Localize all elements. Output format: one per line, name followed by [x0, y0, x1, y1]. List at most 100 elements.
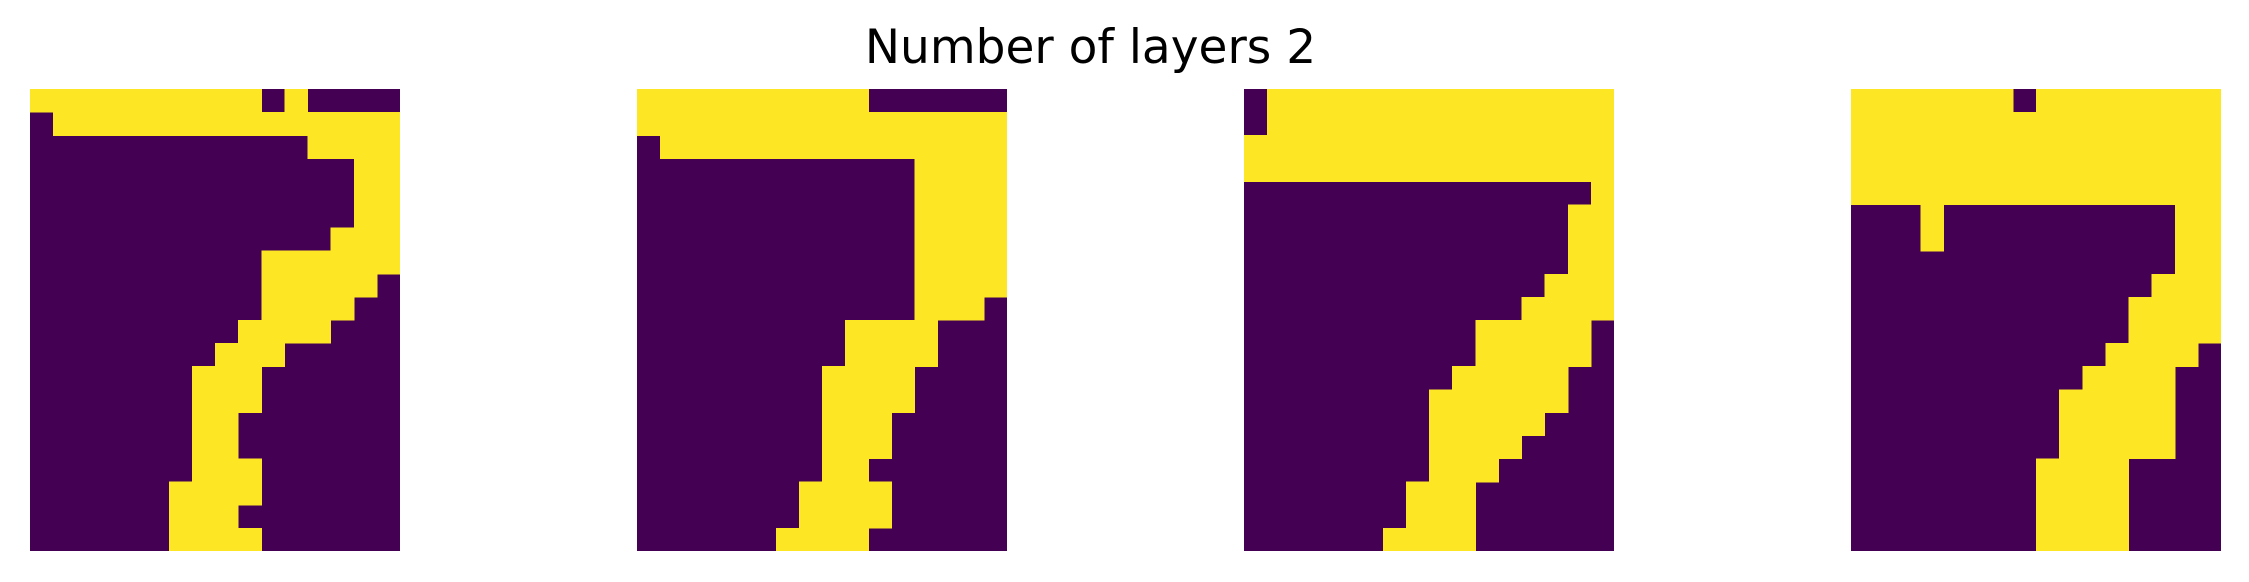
heatmap-cell	[2128, 158, 2153, 182]
heatmap-cell	[775, 527, 800, 551]
heatmap-cell	[2174, 89, 2199, 113]
heatmap-cell	[2105, 158, 2130, 182]
heatmap-cell	[937, 112, 962, 136]
heatmap-cell	[284, 89, 309, 113]
heatmap-cell	[775, 135, 800, 159]
heatmap-cell	[798, 527, 823, 551]
heatmap-cell	[2082, 158, 2106, 182]
heatmap-cell	[1943, 181, 1968, 206]
heatmap-cell	[1989, 158, 2014, 182]
heatmap-cell	[1966, 158, 1991, 182]
heatmap-cell	[2082, 481, 2106, 506]
heatmap-cell	[261, 273, 285, 298]
heatmap-cell	[2105, 435, 2130, 460]
heatmap-cell	[845, 320, 869, 344]
heatmap-cell	[1429, 158, 1453, 182]
heatmap-cell	[376, 181, 400, 206]
heatmap-cell	[683, 89, 707, 113]
heatmap-cell	[1590, 181, 1614, 206]
heatmap-cell	[261, 320, 285, 344]
heatmap-cell	[2082, 389, 2106, 413]
heatmap-cell	[1429, 89, 1453, 113]
heatmap-cell	[706, 135, 731, 159]
heatmap-cell	[2082, 458, 2106, 483]
heatmap-cell	[1336, 112, 1361, 136]
figure-title: Number of layers 2	[864, 20, 1317, 75]
heatmap-cell	[983, 135, 1007, 159]
heatmap-cell	[53, 112, 77, 136]
heatmap-cell	[937, 204, 962, 229]
heatmap-cell	[914, 135, 939, 159]
heatmap-cell	[2174, 204, 2199, 229]
heatmap-cell	[937, 227, 962, 252]
heatmap-cell	[1452, 366, 1476, 390]
heatmap-cell	[1498, 112, 1523, 136]
heatmap-cell	[1567, 227, 1592, 252]
heatmap-cell	[1382, 112, 1407, 136]
heatmap-cell	[2197, 296, 2221, 321]
heatmap-cell	[2105, 343, 2130, 367]
heatmap-cell	[2105, 135, 2130, 159]
heatmap-cell	[822, 89, 846, 113]
heatmap-cell	[937, 250, 962, 275]
heatmap-cell	[1544, 296, 1569, 321]
heatmap-cell	[1943, 158, 1968, 182]
heatmap-cell	[1567, 273, 1592, 298]
heatmap-cell	[2197, 158, 2221, 182]
heatmap-cell	[937, 158, 962, 182]
heatmap-cell	[868, 320, 892, 344]
heatmap-cell	[1943, 89, 1968, 113]
heatmap-cell	[1313, 158, 1338, 182]
heatmap-cell	[1452, 504, 1476, 529]
heatmap-cell	[2059, 458, 2083, 483]
heatmap-cell	[1475, 135, 1499, 159]
heatmap-cell	[983, 250, 1007, 275]
heatmap-cell	[76, 112, 100, 136]
heatmap-cell	[330, 250, 355, 275]
heatmap-cell	[2059, 504, 2083, 529]
heatmap-cell	[2174, 181, 2199, 206]
heatmap-cell	[2105, 458, 2130, 483]
heatmap-cell	[1452, 458, 1476, 483]
heatmap-cell	[191, 504, 216, 529]
heatmap-cell	[1498, 412, 1523, 437]
heatmap-cell	[261, 343, 285, 367]
heatmap-cell	[1267, 112, 1291, 136]
heatmap-cell	[1521, 135, 1546, 159]
heatmap-panel-2	[637, 89, 1007, 551]
heatmap-cell	[2128, 343, 2153, 367]
heatmap-cell	[1920, 158, 1945, 182]
heatmap-cell	[2197, 112, 2221, 136]
heatmap-cell	[1567, 112, 1592, 136]
heatmap-cell	[238, 481, 262, 506]
heatmap-cell	[1897, 158, 1921, 182]
heatmap-cell	[868, 389, 892, 413]
heatmap-cell	[914, 204, 939, 229]
heatmap-cell	[1920, 112, 1945, 136]
heatmap-cell	[1452, 435, 1476, 460]
heatmap-cell	[2174, 112, 2199, 136]
heatmap-cell	[2174, 273, 2199, 298]
heatmap-cell	[2174, 320, 2199, 344]
heatmap-cell	[1989, 181, 2014, 206]
heatmap-cell	[822, 527, 846, 551]
heatmap-cell	[1405, 527, 1430, 551]
heatmap-cell	[1590, 158, 1614, 182]
heatmap-cell	[2036, 89, 2060, 113]
heatmap-cell	[960, 204, 985, 229]
heatmap-cell	[2036, 181, 2060, 206]
heatmap-cell	[215, 412, 239, 437]
heatmap-cell	[868, 366, 892, 390]
heatmap-cell	[2128, 296, 2153, 321]
heatmap-cell	[353, 227, 378, 252]
heatmap-cell	[1452, 158, 1476, 182]
heatmap-cell	[376, 227, 400, 252]
heatmap-cell	[1405, 481, 1430, 506]
heatmap-cell	[960, 227, 985, 252]
heatmap-cell	[937, 135, 962, 159]
heatmap-cell	[2174, 158, 2199, 182]
heatmap-cell	[1429, 135, 1453, 159]
heatmap-cell	[822, 135, 846, 159]
heatmap-cell	[822, 389, 846, 413]
heatmap-cell	[868, 481, 892, 506]
